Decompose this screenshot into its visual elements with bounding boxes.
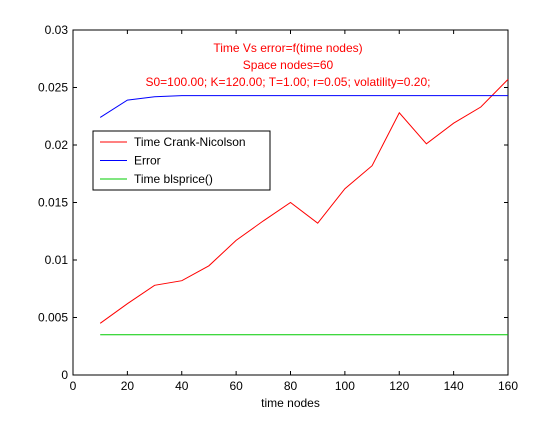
chart-title-line: Time Vs error=f(time nodes) [213, 41, 362, 55]
x-tick-label: 100 [335, 379, 355, 393]
y-tick-label: 0.01 [45, 253, 69, 267]
x-axis-label: time nodes [261, 396, 320, 410]
x-tick-label: 40 [175, 379, 189, 393]
x-tick-label: 120 [389, 379, 409, 393]
y-tick-label: 0 [61, 368, 68, 382]
chart-title-line: Space nodes=60 [243, 58, 334, 72]
y-tick-label: 0.02 [45, 138, 69, 152]
y-tick-label: 0.005 [38, 311, 68, 325]
x-tick-label: 80 [284, 379, 298, 393]
series-line-0 [99, 79, 509, 324]
legend-label-1: Error [134, 154, 161, 168]
x-tick-label: 160 [498, 379, 518, 393]
x-tick-label: 60 [229, 379, 243, 393]
x-tick-label: 0 [70, 379, 77, 393]
x-tick-label: 140 [444, 379, 464, 393]
y-tick-label: 0.025 [38, 81, 68, 95]
series-line-1 [99, 95, 508, 118]
legend-label-2: Time blsprice() [134, 172, 213, 186]
y-tick-label: 0.03 [45, 23, 69, 37]
x-tick-label: 20 [121, 379, 135, 393]
y-tick-label: 0.015 [38, 196, 68, 210]
chart-title-line: S0=100.00; K=120.00; T=1.00; r=0.05; vol… [146, 75, 431, 89]
legend-label-0: Time Crank-Nicolson [134, 135, 246, 149]
